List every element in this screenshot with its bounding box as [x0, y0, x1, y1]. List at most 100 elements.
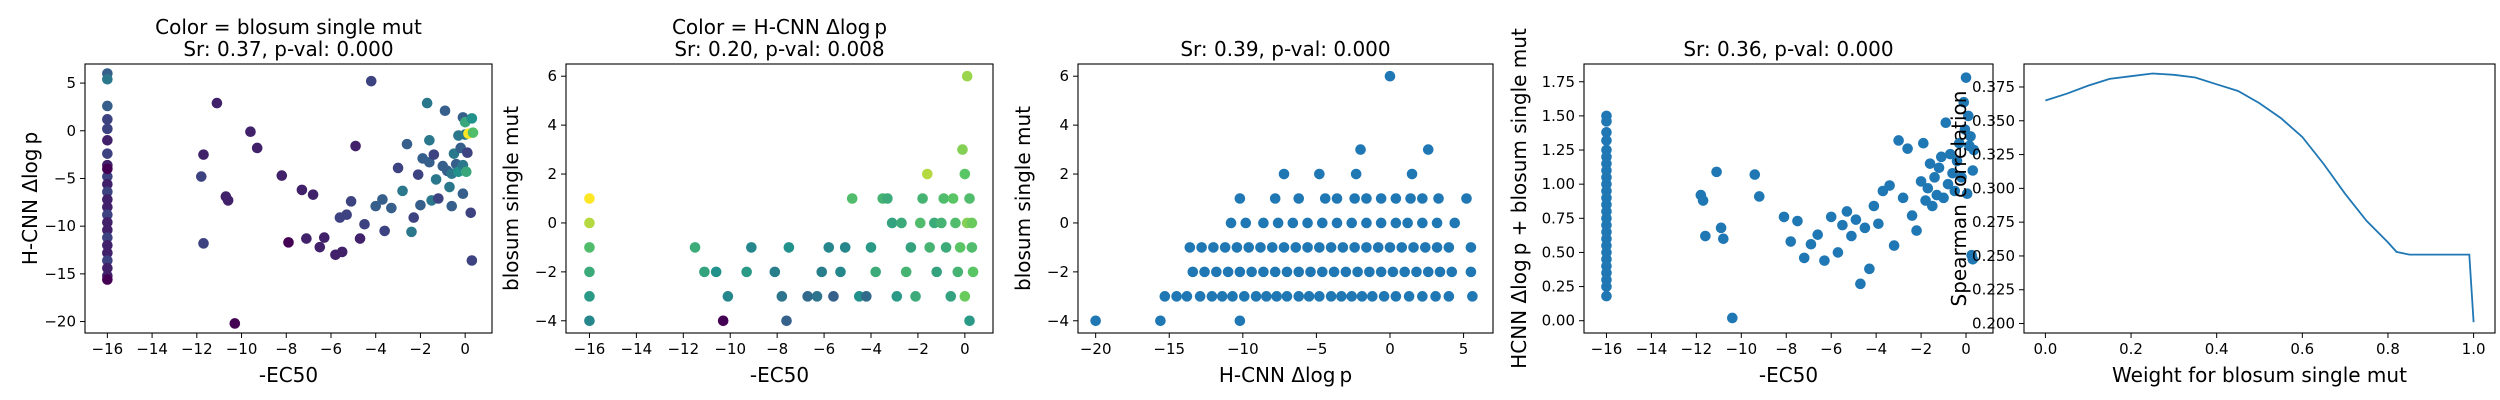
y-tick-label: 0: [547, 214, 557, 232]
data-point: [1408, 242, 1419, 253]
y-tick-label: 1.00: [1542, 175, 1575, 193]
data-point: [1967, 165, 1979, 176]
data-point: [102, 135, 113, 146]
y-tick-label: 0.300: [1972, 179, 2015, 197]
data-point: [1850, 214, 1862, 225]
x-tick-label: −14: [1636, 340, 1668, 358]
data-point: [964, 193, 975, 204]
data-point: [428, 149, 440, 160]
data-point: [276, 170, 288, 181]
y-tick-label: 0.325: [1972, 146, 2015, 164]
data-point: [1337, 242, 1349, 253]
y-tick-label: −2: [1047, 263, 1069, 281]
data-point: [424, 156, 435, 168]
data-point: [1375, 266, 1387, 278]
data-point: [1798, 252, 1810, 264]
y-tick-label: 0: [66, 122, 76, 140]
data-point: [769, 266, 781, 278]
data-point: [195, 171, 207, 182]
x-tick-label: −4: [365, 340, 387, 358]
data-point: [1314, 242, 1325, 253]
data-point: [222, 195, 234, 206]
data-point: [102, 247, 113, 259]
data-point: [1785, 236, 1797, 247]
data-point: [1859, 222, 1871, 234]
data-point: [1302, 242, 1313, 253]
data-point: [1417, 291, 1428, 302]
data-point: [1303, 291, 1315, 302]
data-point: [1250, 291, 1262, 302]
y-tick-label: −5: [54, 169, 76, 187]
x-axis-label: -EC50: [1759, 363, 1818, 387]
data-point: [444, 181, 455, 193]
data-point: [1805, 238, 1817, 250]
axes-frame: [2023, 63, 2496, 334]
data-point: [1906, 210, 1918, 221]
data-point: [102, 194, 113, 205]
data-point: [1222, 266, 1234, 278]
x-tick-label: −4: [1865, 340, 1887, 358]
y-tick-label: 0.75: [1542, 209, 1575, 227]
scatter-points: [1090, 70, 1478, 327]
data-point: [1211, 266, 1222, 278]
data-point: [1700, 230, 1711, 242]
data-point: [1331, 193, 1343, 204]
data-point: [1287, 217, 1299, 229]
data-point: [102, 209, 113, 221]
data-point: [412, 169, 424, 180]
data-point: [1947, 167, 1958, 179]
data-point: [1465, 242, 1477, 253]
y-tick-label: 0.350: [1972, 112, 2015, 130]
data-point: [1433, 193, 1444, 204]
data-point: [433, 193, 444, 204]
data-point: [1375, 193, 1387, 204]
data-point: [1967, 253, 1979, 265]
data-point: [1319, 193, 1331, 204]
y-tick-label: −10: [44, 217, 76, 235]
data-point: [460, 166, 472, 178]
data-point: [1449, 217, 1461, 229]
data-point: [314, 241, 326, 253]
data-point: [198, 149, 209, 160]
data-point: [406, 226, 417, 238]
data-point: [1234, 266, 1246, 278]
data-point: [345, 196, 357, 207]
data-point: [102, 100, 113, 112]
x-tick-label: 0.6: [2290, 340, 2314, 358]
panel-title-line: Sr: 0.36, p-val: 0.000: [1683, 37, 1893, 61]
data-point: [584, 242, 595, 253]
data-point: [896, 217, 907, 229]
data-point: [1181, 291, 1193, 302]
data-point: [401, 138, 413, 150]
data-point: [1314, 168, 1325, 180]
data-point: [102, 148, 113, 159]
data-point: [1918, 137, 1929, 149]
data-point: [1884, 180, 1895, 191]
data-point: [1390, 291, 1402, 302]
scatter-points: [584, 70, 979, 327]
data-point: [283, 237, 294, 248]
data-point: [1372, 242, 1384, 253]
data-point: [910, 291, 921, 302]
panel-title-line: Color = blosum single mut: [155, 15, 422, 39]
x-tick-label: −10: [226, 340, 258, 358]
data-point: [1375, 217, 1387, 229]
data-point: [1361, 217, 1372, 229]
data-point: [466, 255, 478, 266]
data-point: [1361, 242, 1372, 253]
data-point: [891, 291, 903, 302]
data-point: [102, 178, 113, 190]
data-point: [1837, 219, 1848, 231]
data-point: [1422, 144, 1434, 155]
data-point: [1960, 72, 1972, 83]
data-point: [1194, 291, 1206, 302]
panel-1: −16 −14 −12 −10 −8 −6 −4 −2 0−20−15−10−505-EC50H…: [18, 15, 493, 387]
data-point: [336, 246, 348, 258]
data-point: [1927, 200, 1938, 212]
y-tick-label: 4: [547, 116, 557, 134]
data-point: [966, 217, 978, 229]
y-axis-label: blosum single mut: [1011, 106, 1035, 291]
data-point: [102, 255, 113, 266]
data-point: [301, 233, 312, 244]
x-tick-label: −15: [1153, 340, 1185, 358]
